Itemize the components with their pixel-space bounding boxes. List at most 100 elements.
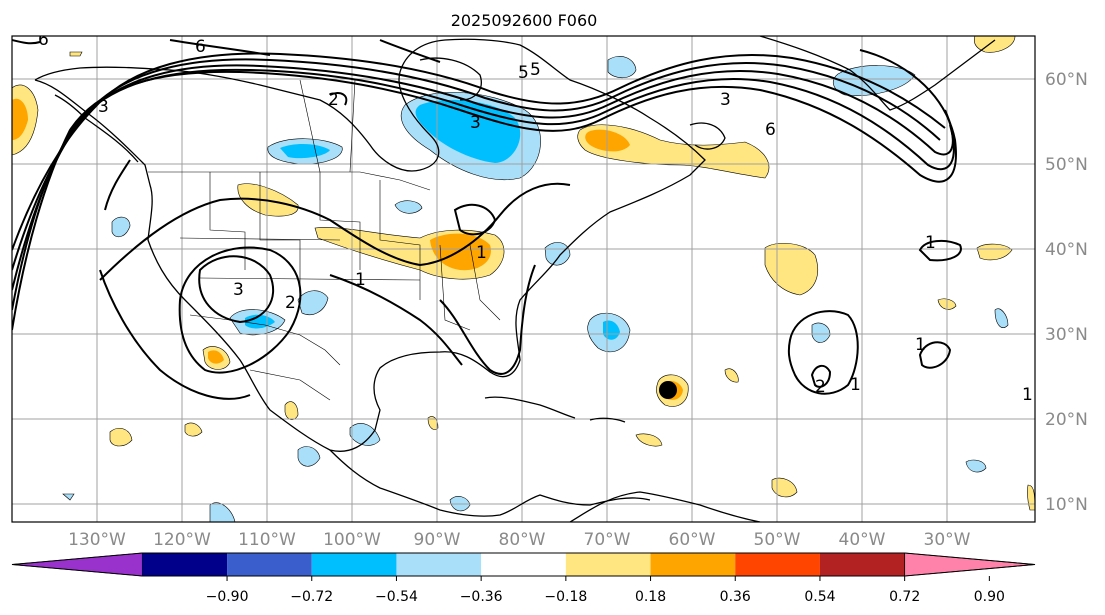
negative-anomaly-small6 bbox=[209, 502, 236, 522]
contour-bc-coast bbox=[104, 159, 131, 211]
lon-label: 80°W bbox=[499, 530, 546, 550]
positive-anomaly-alaska-core bbox=[12, 98, 28, 140]
contour-label: 3 bbox=[233, 280, 244, 300]
lon-label: 30°W bbox=[924, 530, 971, 550]
anomaly-shading bbox=[12, 36, 1035, 522]
positive-anomaly-labrador bbox=[577, 124, 770, 179]
coastline-north-america bbox=[34, 38, 706, 452]
lat-label: 40°N bbox=[1045, 240, 1088, 260]
contour-label: 1 bbox=[850, 375, 861, 395]
contour-label: 2 bbox=[815, 377, 826, 397]
lon-label: 60°W bbox=[669, 530, 716, 550]
colorbar-segment bbox=[650, 553, 736, 576]
map-border bbox=[11, 35, 1036, 523]
lon-label: 50°W bbox=[754, 530, 801, 550]
border-us-mexico bbox=[189, 314, 341, 366]
negative-anomaly-small4 bbox=[994, 308, 1009, 329]
positive-anomaly-midatlantic-ocean bbox=[764, 242, 819, 296]
contour-southwest-low-outer bbox=[178, 246, 302, 374]
contour-label: 6 bbox=[765, 120, 776, 140]
coastline-cuba bbox=[484, 396, 576, 419]
negative-anomaly-small1 bbox=[394, 200, 423, 214]
border-state-4 bbox=[379, 180, 421, 300]
colorbar-tick-label: 0.90 bbox=[974, 589, 1005, 605]
storm-center-marker bbox=[659, 381, 677, 399]
positive-anomaly-baja-core bbox=[208, 350, 224, 364]
positive-anomaly-small10 bbox=[635, 433, 663, 447]
contour-label: 6 bbox=[38, 30, 49, 50]
lon-label: 120°W bbox=[153, 530, 211, 550]
colorbar-extension-high bbox=[904, 552, 1036, 577]
contour-ridge-5 bbox=[12, 52, 946, 251]
contour-trough-west bbox=[99, 182, 571, 281]
border-state-1 bbox=[209, 172, 246, 270]
contour-label: 1 bbox=[915, 335, 926, 355]
graticule bbox=[12, 36, 1035, 522]
positive-anomaly-small2 bbox=[184, 422, 203, 437]
contour-canada-small bbox=[329, 92, 348, 106]
negative-anomaly-small2 bbox=[297, 446, 321, 467]
lat-label: 30°N bbox=[1045, 325, 1088, 345]
contour-label: 2 bbox=[285, 293, 296, 313]
colorbar bbox=[11, 552, 1036, 577]
map-title: 2025092600 F060 bbox=[451, 11, 598, 30]
negative-anomaly-small3 bbox=[811, 322, 831, 343]
border-state-6 bbox=[199, 277, 421, 281]
contour-west-loop bbox=[99, 269, 251, 400]
negative-anomaly-pacific bbox=[111, 216, 131, 238]
negative-anomaly-mexico-gulf bbox=[349, 423, 381, 446]
colorbar-tick-label: −0.72 bbox=[290, 589, 333, 605]
negative-anomaly-midatlantic bbox=[544, 242, 571, 266]
contour-label: 6 bbox=[195, 37, 206, 57]
colorbar-tick-label: 0.72 bbox=[889, 589, 920, 605]
contour-label: 1 bbox=[355, 270, 366, 290]
lon-label: 90°W bbox=[414, 530, 461, 550]
positive-anomaly-small8 bbox=[427, 416, 439, 430]
colorbar-tick-label: 0.54 bbox=[804, 589, 835, 605]
positive-anomaly-ohio-valley-core bbox=[430, 233, 491, 271]
contour-label: 1 bbox=[1022, 385, 1033, 405]
positive-anomaly-small1 bbox=[109, 427, 133, 447]
colorbar-segment bbox=[311, 553, 397, 576]
lon-label: 130°W bbox=[68, 530, 126, 550]
positive-anomaly-small4 bbox=[724, 368, 739, 383]
negative-anomaly-prairies-core bbox=[280, 144, 330, 159]
contour-ridge-1 bbox=[12, 49, 957, 331]
colorbar-segment bbox=[819, 553, 905, 576]
negative-anomaly-texas bbox=[297, 290, 329, 316]
colorbar-tick-label: −0.90 bbox=[206, 589, 249, 605]
contour-great-lakes bbox=[453, 203, 497, 236]
border-mexico-states bbox=[249, 369, 331, 401]
contour-ridge-2 bbox=[12, 68, 955, 311]
coastline-central-america bbox=[329, 449, 651, 517]
positive-anomaly-east-atl bbox=[976, 243, 1013, 261]
contour-label: 1 bbox=[925, 233, 936, 253]
border-state-2 bbox=[259, 172, 301, 300]
border-state-8 bbox=[469, 244, 501, 321]
colorbar-tick-label: −0.36 bbox=[460, 589, 503, 605]
colorbar-segment bbox=[735, 553, 820, 576]
contour-ridge-4 bbox=[12, 58, 941, 271]
coastline-alaska-panhandle bbox=[54, 94, 139, 163]
lon-label: 100°W bbox=[323, 530, 381, 550]
colorbar-tick-label: −0.18 bbox=[544, 589, 587, 605]
colorbar-extension-low bbox=[11, 552, 143, 577]
contour-label: 5 bbox=[518, 63, 529, 83]
colorbar-segment bbox=[481, 553, 566, 576]
contour-central-us bbox=[329, 274, 463, 366]
contour-east-atl-2 bbox=[918, 341, 952, 369]
colorbar-ticks: −0.90 −0.72 −0.54 −0.36 −0.18 0.18 0.36 0.54 0.7… bbox=[206, 576, 1005, 605]
lon-label: 110°W bbox=[238, 530, 296, 550]
lat-label: 10°N bbox=[1045, 495, 1088, 515]
positive-anomaly-labrador-core bbox=[585, 129, 630, 152]
contours bbox=[12, 39, 962, 400]
colorbar-segment bbox=[396, 553, 482, 576]
contour-east-atl-1 bbox=[918, 239, 962, 262]
contour-atlantic-cutoff bbox=[787, 310, 859, 395]
contour-labels: 6 6 3 3 2 5 6 3 1 3 2 1 1 1 2 1 1 5 bbox=[38, 30, 1033, 405]
positive-anomaly-small3 bbox=[284, 401, 299, 420]
contour-northern-canada bbox=[169, 39, 441, 63]
lat-label: 60°N bbox=[1045, 70, 1088, 90]
contour-atlantic-cutoff-inner bbox=[810, 364, 832, 388]
